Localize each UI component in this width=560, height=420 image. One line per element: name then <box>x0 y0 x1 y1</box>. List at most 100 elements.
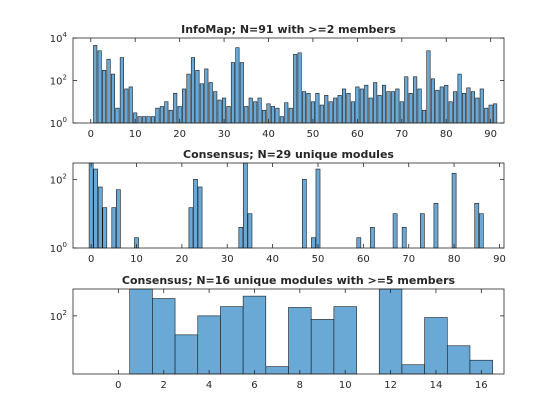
bar <box>239 62 244 124</box>
x-tick-label: 10 <box>130 254 143 265</box>
bar <box>370 227 375 249</box>
bar <box>124 88 129 124</box>
bar <box>356 237 362 249</box>
bar <box>110 73 116 124</box>
bar <box>390 91 395 124</box>
bar <box>279 116 284 124</box>
bar <box>152 298 176 375</box>
bar <box>115 107 120 124</box>
bar <box>439 86 444 124</box>
x-tick-label: 10 <box>129 129 142 140</box>
x-tick-label: 10 <box>339 380 352 391</box>
x-tick-label: 50 <box>307 129 320 140</box>
x-tick-label: 30 <box>218 129 231 140</box>
bar <box>102 207 108 249</box>
chart-title: Consensus; N=29 unique modules <box>183 148 394 161</box>
y-tick-label: 102 <box>50 309 67 323</box>
bar <box>386 91 391 124</box>
bar <box>265 366 289 375</box>
bar <box>244 106 249 124</box>
bar <box>243 162 248 249</box>
bar <box>324 95 329 124</box>
bar <box>288 307 312 375</box>
bar <box>293 54 298 124</box>
bar <box>197 186 203 249</box>
bar <box>478 213 484 249</box>
bar <box>220 306 244 375</box>
bar <box>88 162 94 249</box>
bar <box>395 88 400 124</box>
bar <box>302 91 307 124</box>
bar <box>311 237 316 249</box>
bar <box>174 334 199 375</box>
x-tick-label: 4 <box>206 380 212 391</box>
bar <box>392 213 398 249</box>
bar <box>93 45 98 124</box>
bar <box>190 57 196 124</box>
chart-panel-2: 0 10 20 30 40 50 60 70 80 90 100 102 Consensus; N=29… <box>50 148 506 265</box>
x-tick-label: 14 <box>430 380 443 391</box>
bar <box>164 101 169 124</box>
bar <box>474 203 480 249</box>
bar <box>484 107 489 124</box>
x-tick-label: 60 <box>351 129 364 140</box>
bar <box>242 295 267 375</box>
y-tick-label: 100 <box>50 241 67 255</box>
bar <box>408 92 413 124</box>
bar <box>446 345 471 375</box>
bar <box>333 306 357 375</box>
bar <box>346 92 351 124</box>
bar <box>359 88 364 124</box>
bar <box>433 203 439 249</box>
bar <box>448 101 453 124</box>
x-tick-label: 90 <box>493 254 506 265</box>
bar <box>182 88 187 124</box>
bar <box>378 288 403 375</box>
bar <box>302 179 307 249</box>
bar <box>97 50 102 124</box>
bar <box>404 76 409 124</box>
bar <box>197 315 221 375</box>
bar <box>453 91 458 124</box>
bar <box>457 73 462 124</box>
chart-panel-3: 0 2 4 6 8 10 12 14 16 102 Consensus; N=16 unique m… <box>50 274 505 391</box>
x-tick-label: 0 <box>88 129 94 140</box>
bar <box>479 88 484 124</box>
bar <box>424 317 448 375</box>
bar <box>430 78 435 124</box>
x-tick-label: 50 <box>312 254 325 265</box>
bar <box>226 106 231 124</box>
bar <box>355 86 360 124</box>
bar <box>461 92 467 124</box>
x-tick-label: 16 <box>475 380 488 391</box>
bar <box>444 84 449 124</box>
bar <box>373 82 378 124</box>
chart-panel-1: 0 10 20 30 40 50 60 70 80 90 100 102 104 InfoMap; N=9… <box>50 23 505 140</box>
bar <box>155 107 160 124</box>
bar <box>193 179 198 249</box>
bar <box>342 88 347 124</box>
bar <box>451 173 457 249</box>
bar <box>288 107 293 124</box>
bar <box>150 116 156 124</box>
bar <box>475 97 480 124</box>
x-tick-label: 70 <box>402 254 415 265</box>
bar <box>238 227 244 249</box>
bar <box>168 109 173 124</box>
bar <box>413 76 418 124</box>
bar <box>199 83 204 124</box>
bar <box>319 104 324 124</box>
y-tick-label: 100 <box>50 116 67 130</box>
bar <box>377 95 382 124</box>
bar <box>188 207 194 249</box>
bar <box>142 116 147 124</box>
x-tick-label: 80 <box>448 254 461 265</box>
axes-frame <box>72 162 505 249</box>
bar <box>116 189 121 249</box>
x-tick-label: 60 <box>357 254 370 265</box>
bar <box>195 70 200 124</box>
y-tick-label: 104 <box>50 31 68 45</box>
x-tick-label: 70 <box>395 129 408 140</box>
bar <box>97 186 103 249</box>
